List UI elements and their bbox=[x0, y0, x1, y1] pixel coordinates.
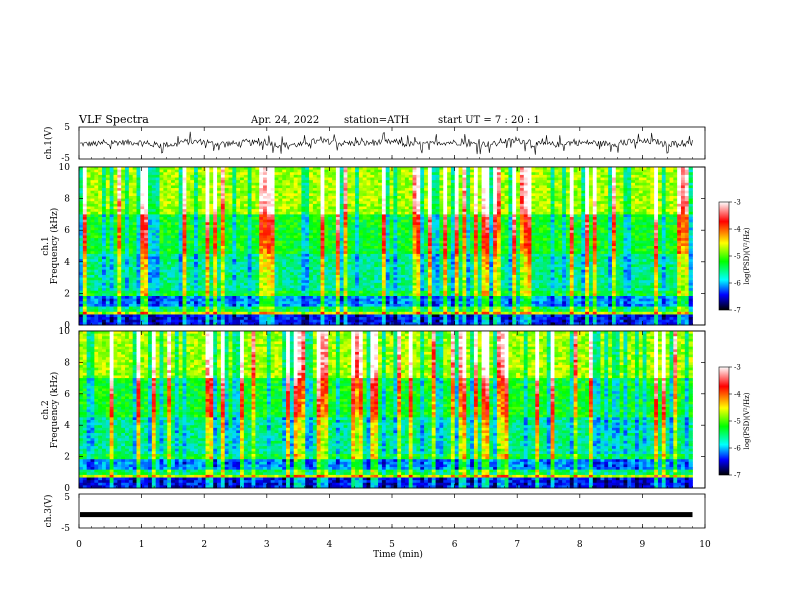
ch2-colorbar: -3 -4 -5 -6 -7 log(PSD)(V²/Hz) bbox=[719, 364, 751, 480]
x-axis-label: Time (min) bbox=[373, 549, 423, 560]
colorbar-tick: -5 bbox=[734, 253, 741, 261]
colorbar-tick: -7 bbox=[734, 307, 741, 315]
x-tick-label: 9 bbox=[640, 540, 646, 550]
colorbar-tick: -3 bbox=[734, 199, 741, 207]
y-tick-label: 8 bbox=[64, 195, 70, 205]
x-tick-label: 8 bbox=[577, 540, 583, 550]
start-time-label: start UT = 7 : 20 : 1 bbox=[438, 115, 540, 126]
x-tick-label: 4 bbox=[327, 540, 333, 550]
colorbar-tick: -3 bbox=[734, 364, 741, 372]
x-tick-label: 10 bbox=[699, 540, 711, 550]
ch3-trace bbox=[80, 512, 693, 517]
ch1-spec-ylabel: Frequency (kHz) bbox=[49, 208, 60, 285]
y-tick-label: 2 bbox=[64, 289, 70, 299]
colorbar-tick: -6 bbox=[734, 280, 741, 288]
y-tick-label: 6 bbox=[64, 226, 70, 236]
y-tick-label: 6 bbox=[64, 390, 70, 400]
ch2-colorbar-label: log(PSD)(V²/Hz) bbox=[743, 392, 751, 449]
y-tick-label: 2 bbox=[64, 453, 70, 463]
x-tick-label: 7 bbox=[514, 540, 520, 550]
ch3-ylabel: ch.3(V) bbox=[43, 495, 54, 528]
x-tick-label: 5 bbox=[389, 540, 395, 550]
y-tick-label: 8 bbox=[64, 358, 70, 368]
x-tick-label: 2 bbox=[201, 540, 207, 550]
ch1-ylabel: ch.1(V) bbox=[43, 127, 54, 160]
station-label: station=ATH bbox=[344, 115, 410, 126]
ch1-waveform-panel: 5 -5 ch.1(V) bbox=[43, 123, 705, 164]
ch1-colorbar-label: log(PSD)(V²/Hz) bbox=[743, 227, 751, 284]
ch1-ytick-top: 5 bbox=[64, 123, 70, 133]
ch3-ytick-bottom: -5 bbox=[61, 524, 70, 534]
colorbar-tick: -4 bbox=[734, 391, 741, 399]
colorbar-tick: -4 bbox=[734, 226, 741, 234]
ch1-colorbar: -3 -4 -5 -6 -7 log(PSD)(V²/Hz) bbox=[719, 199, 751, 315]
figure-title: VLF Spectra bbox=[78, 113, 149, 126]
colorbar-tick: -6 bbox=[734, 445, 741, 453]
y-tick-label: 10 bbox=[59, 163, 71, 173]
ch3-waveform-panel: 5 -5 ch.3(V) bbox=[43, 493, 705, 534]
x-tick-label: 3 bbox=[264, 540, 270, 550]
x-tick-label: 1 bbox=[139, 540, 145, 550]
y-tick-label: 10 bbox=[59, 327, 71, 337]
y-tick-label: 4 bbox=[64, 258, 70, 268]
ch2-spec-ylabel: Frequency (kHz) bbox=[49, 372, 60, 449]
ch2-spectrogram-image bbox=[79, 331, 693, 488]
date-label: Apr. 24, 2022 bbox=[250, 115, 319, 126]
y-tick-label: 4 bbox=[64, 421, 70, 431]
ch3-ytick-top: 5 bbox=[64, 493, 70, 503]
colorbar-tick: -7 bbox=[734, 472, 741, 480]
x-tick-label: 6 bbox=[452, 540, 458, 550]
ch1-spectrogram-image bbox=[79, 167, 693, 325]
colorbar-tick: -5 bbox=[734, 418, 741, 426]
x-tick-label: 0 bbox=[76, 540, 82, 550]
